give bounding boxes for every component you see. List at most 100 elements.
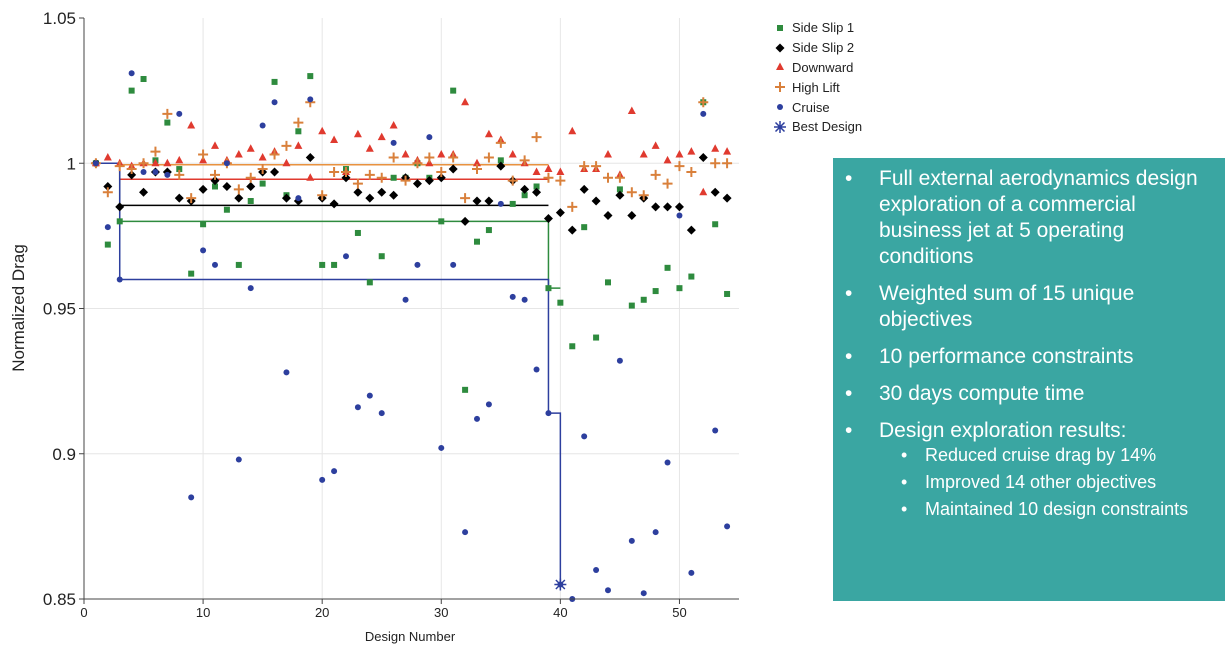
cruise-point (212, 261, 218, 268)
side-slip-2-point (365, 193, 375, 203)
side-slip-1-point (485, 227, 492, 234)
cruise-point (152, 168, 159, 175)
side-slip-1-point (235, 261, 242, 268)
side-slip-2-point (543, 213, 553, 223)
legend-marker (776, 62, 784, 71)
x-tick-label: 20 (315, 605, 329, 620)
x-tick-label: 50 (672, 605, 686, 620)
side-slip-1-point (259, 180, 266, 187)
side-slip-2-point (424, 176, 434, 186)
info-sub-bullet: Maintained 10 design constraints (879, 498, 1215, 520)
side-slip-1-point (247, 198, 254, 205)
cruise-point (664, 459, 671, 466)
high-lift-point (329, 166, 340, 177)
cruise-point (545, 410, 552, 417)
high-lift-point (579, 161, 590, 172)
cruise-point (390, 139, 397, 146)
high-lift-point (495, 137, 506, 148)
high-lift-point (567, 201, 578, 212)
y-tick-label: 0.9 (52, 445, 76, 464)
cruise-point (343, 253, 349, 260)
side-slip-2-point (246, 181, 256, 191)
side-slip-1-point (533, 183, 540, 190)
high-lift-point (293, 117, 304, 128)
high-lift-point (460, 193, 471, 204)
cruise-point (676, 212, 683, 219)
high-lift-point (710, 158, 721, 169)
side-slip-1-point (271, 78, 278, 85)
downward-point (675, 150, 684, 158)
legend-marker (777, 24, 783, 31)
side-slip-1-point (664, 264, 671, 271)
high-lift-point (126, 164, 137, 175)
high-lift-point (662, 178, 673, 189)
side-slip-1-point (212, 183, 218, 190)
side-slip-1-point (474, 238, 480, 245)
side-slip-1-point (140, 76, 147, 83)
side-slip-1-point (712, 221, 719, 228)
side-slip-2-point (305, 152, 315, 162)
side-slip-1-point (640, 296, 647, 303)
downward-point (103, 152, 112, 161)
high-lift-point (138, 158, 149, 169)
side-slip-1-point (688, 273, 695, 280)
axes: 0 10 20 30 40 50 0.85 0.9 0.95 1 1.05 (43, 9, 739, 620)
side-slip-1-point (390, 174, 397, 181)
cruise-point (438, 444, 445, 451)
triangle-marker-icon (776, 62, 784, 71)
side-slip-1-point (497, 157, 504, 164)
info-bullet: Full external aerodynamics design explor… (841, 166, 1215, 270)
high-lift-point (531, 132, 542, 143)
cruise-point (259, 122, 266, 129)
square-marker-icon (777, 24, 783, 31)
cruise-point (283, 369, 290, 376)
side-slip-1-point (354, 229, 361, 236)
cruise-point (247, 285, 254, 292)
side-slip-1-point (616, 186, 623, 193)
side-slip-2-point (555, 208, 565, 218)
high-lift-point (686, 166, 697, 177)
side-slip-1-point (545, 285, 552, 292)
side-slip-2-point (591, 196, 601, 206)
legend-label: Best Design (792, 119, 863, 135)
y-tick-label: 0.85 (43, 590, 76, 609)
legend-item: High Lift (772, 77, 862, 97)
info-sub-bullet: Reduced cruise drag by 14% (879, 444, 1215, 466)
high-lift-point (472, 164, 482, 175)
high-lift-point (650, 169, 661, 180)
cruise-point (116, 276, 123, 283)
high-lift-point (698, 97, 709, 108)
cruise-point (533, 366, 540, 373)
cruise-point (140, 168, 147, 175)
side-slip-2-point (329, 199, 339, 209)
chart-legend: Side Slip 1 Side Slip 2 Downward High Lift C… (772, 18, 862, 137)
x-tick-label: 0 (80, 605, 87, 620)
x-axis-label: Design Number (365, 629, 456, 644)
high-lift-point (257, 164, 268, 175)
cruise-point (485, 401, 492, 408)
downward-point (473, 158, 481, 167)
side-slip-2-point (448, 164, 458, 174)
side-slip-2-point (436, 173, 446, 183)
cruise-point (200, 247, 207, 254)
asterisk-marker-icon (774, 120, 786, 133)
side-slip-1-point (200, 221, 207, 228)
cruise-point (462, 529, 469, 536)
cruise-point (354, 404, 361, 411)
high-lift-point (352, 178, 363, 189)
high-lift-point (341, 166, 351, 177)
high-lift-point (210, 169, 220, 180)
y-tick-label: 0.95 (43, 300, 76, 319)
side-slip-1-point (438, 218, 445, 225)
cruise-point (628, 537, 635, 544)
legend-item: Side Slip 1 (772, 18, 862, 38)
best-so-far-line (95, 162, 562, 585)
downward-point (651, 141, 660, 149)
cruise-point (271, 99, 278, 106)
high-lift-point (674, 161, 685, 172)
high-lift-point (388, 152, 399, 163)
side-slip-1-point (307, 73, 314, 80)
side-slip-2-point (663, 202, 673, 212)
side-slip-1-point (557, 299, 564, 306)
cruise-point (688, 569, 695, 576)
